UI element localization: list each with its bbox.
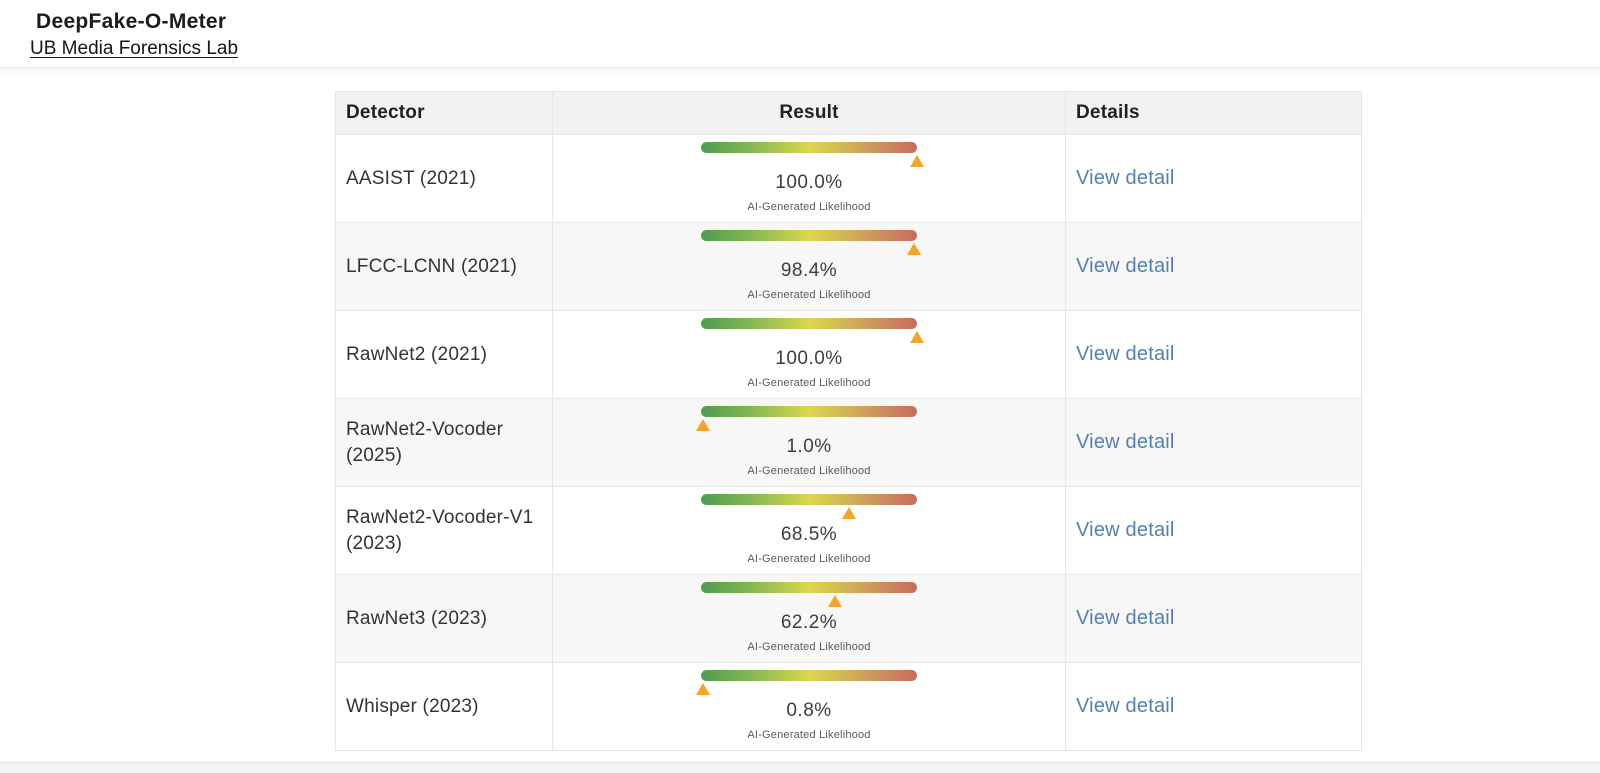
marker-track bbox=[696, 419, 917, 432]
view-detail-link[interactable]: View detail bbox=[1076, 695, 1175, 717]
view-detail-link[interactable]: View detail bbox=[1076, 255, 1175, 277]
lab-link[interactable]: UB Media Forensics Lab bbox=[30, 38, 239, 59]
likelihood-caption: AI-Generated Likelihood bbox=[747, 729, 871, 741]
likelihood-value: 100.0% bbox=[775, 348, 843, 369]
gradient-bar bbox=[701, 670, 917, 681]
table-row: Whisper (2023) 0.8% AI-Generated Likelih… bbox=[335, 662, 1362, 751]
likelihood-caption: AI-Generated Likelihood bbox=[747, 201, 871, 213]
marker-triangle-icon bbox=[910, 155, 924, 167]
likelihood-gauge: 1.0% AI-Generated Likelihood bbox=[696, 406, 917, 477]
column-header-result: Result bbox=[552, 91, 1066, 135]
footer-band bbox=[0, 762, 1600, 773]
gradient-bar bbox=[701, 230, 917, 241]
table-row: LFCC-LCNN (2021) 98.4% AI-Generated Like… bbox=[335, 222, 1362, 311]
likelihood-value: 62.2% bbox=[780, 612, 838, 633]
likelihood-value: 68.5% bbox=[780, 524, 838, 545]
page-header: DeepFake-O-Meter UB Media Forensics Lab bbox=[0, 0, 1600, 68]
main-content: Detector Result Details AASIST (2021) 10… bbox=[0, 68, 1600, 751]
gradient-bar bbox=[701, 494, 917, 505]
likelihood-gauge: 98.4% AI-Generated Likelihood bbox=[701, 230, 921, 301]
detector-name: LFCC-LCNN (2021) bbox=[335, 222, 553, 311]
likelihood-gauge: 68.5% AI-Generated Likelihood bbox=[701, 494, 917, 565]
gradient-bar bbox=[701, 582, 917, 593]
gradient-bar bbox=[701, 406, 917, 417]
marker-track bbox=[701, 331, 924, 344]
view-detail-link[interactable]: View detail bbox=[1076, 343, 1175, 365]
detector-results-table: Detector Result Details AASIST (2021) 10… bbox=[335, 91, 1362, 751]
likelihood-value: 98.4% bbox=[780, 260, 838, 281]
column-header-details: Details bbox=[1065, 91, 1362, 135]
detector-name: RawNet3 (2023) bbox=[335, 574, 553, 663]
marker-track bbox=[701, 507, 917, 520]
marker-triangle-icon bbox=[828, 595, 843, 607]
view-detail-link[interactable]: View detail bbox=[1076, 607, 1175, 629]
marker-track bbox=[701, 155, 924, 168]
detector-name: AASIST (2021) bbox=[335, 134, 553, 223]
likelihood-gauge: 100.0% AI-Generated Likelihood bbox=[701, 142, 924, 213]
likelihood-caption: AI-Generated Likelihood bbox=[747, 553, 871, 565]
table-row: RawNet2-Vocoder (2025) 1.0% AI-Generated… bbox=[335, 398, 1362, 487]
gradient-bar bbox=[701, 142, 917, 153]
gradient-bar bbox=[701, 318, 917, 329]
detector-name: Whisper (2023) bbox=[335, 662, 553, 751]
page-title: DeepFake-O-Meter bbox=[36, 10, 227, 33]
marker-triangle-icon bbox=[841, 507, 856, 519]
likelihood-value: 1.0% bbox=[786, 436, 832, 457]
likelihood-gauge: 62.2% AI-Generated Likelihood bbox=[701, 582, 917, 653]
likelihood-value: 0.8% bbox=[786, 700, 832, 721]
table-row: RawNet2 (2021) 100.0% AI-Generated Likel… bbox=[335, 310, 1362, 399]
view-detail-link[interactable]: View detail bbox=[1076, 167, 1175, 189]
view-detail-link[interactable]: View detail bbox=[1076, 519, 1175, 541]
likelihood-gauge: 0.8% AI-Generated Likelihood bbox=[695, 670, 917, 741]
table-header-row: Detector Result Details bbox=[335, 91, 1362, 135]
marker-triangle-icon bbox=[910, 331, 924, 343]
marker-triangle-icon bbox=[906, 243, 921, 255]
marker-track bbox=[701, 595, 917, 608]
table-row: RawNet3 (2023) 62.2% AI-Generated Likeli… bbox=[335, 574, 1362, 663]
likelihood-gauge: 100.0% AI-Generated Likelihood bbox=[701, 318, 924, 389]
view-detail-link[interactable]: View detail bbox=[1076, 431, 1175, 453]
detector-name: RawNet2-Vocoder-V1 (2023) bbox=[335, 486, 553, 575]
marker-triangle-icon bbox=[695, 683, 710, 695]
likelihood-value: 100.0% bbox=[775, 172, 843, 193]
column-header-detector: Detector bbox=[335, 91, 553, 135]
marker-track bbox=[695, 683, 917, 696]
detector-name: RawNet2-Vocoder (2025) bbox=[335, 398, 553, 487]
likelihood-caption: AI-Generated Likelihood bbox=[747, 641, 871, 653]
likelihood-caption: AI-Generated Likelihood bbox=[747, 289, 871, 301]
marker-track bbox=[701, 243, 921, 256]
likelihood-caption: AI-Generated Likelihood bbox=[747, 377, 871, 389]
table-row: AASIST (2021) 100.0% AI-Generated Likeli… bbox=[335, 134, 1362, 223]
table-row: RawNet2-Vocoder-V1 (2023) 68.5% AI-Gener… bbox=[335, 486, 1362, 575]
likelihood-caption: AI-Generated Likelihood bbox=[747, 465, 871, 477]
marker-triangle-icon bbox=[696, 419, 711, 431]
detector-name: RawNet2 (2021) bbox=[335, 310, 553, 399]
